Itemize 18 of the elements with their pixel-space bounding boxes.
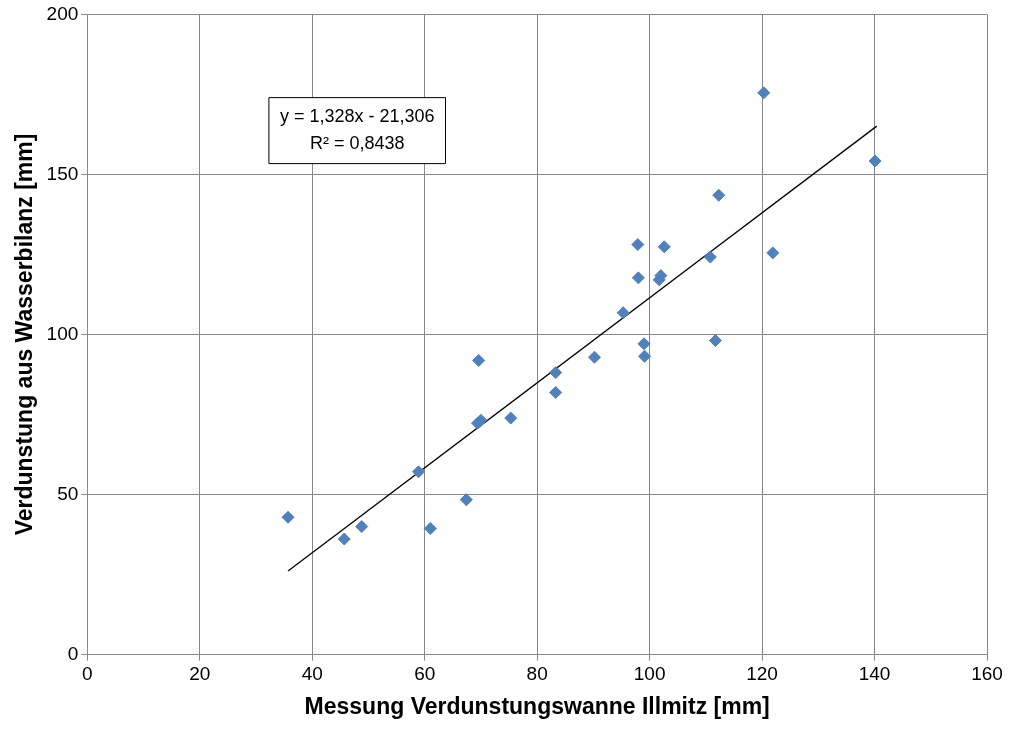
x-tick-label: 140 [858,663,891,685]
x-tick-label: 60 [414,663,436,685]
x-tick-label: 0 [82,663,93,685]
x-tick-label: 80 [526,663,548,685]
y-tick-label: 0 [67,642,79,664]
y-tick-label: 100 [46,322,79,344]
y-tick-label: 150 [46,162,79,184]
x-tick-label: 40 [301,663,323,685]
annotation: R² = 0,8438 [309,133,405,154]
annotation: y = 1,328x - 21,306 [279,106,435,127]
x-axis-title: Messung Verdunstungswanne Illmitz [mm] [304,692,770,719]
x-tick-label: 120 [746,663,778,685]
y-tick-label: 50 [57,482,79,504]
y-tick-label: 200 [46,2,79,24]
x-tick-label: 100 [633,663,666,685]
x-tick-label: 160 [971,663,1003,685]
x-tick-label: 20 [189,663,211,685]
y-axis-title: Verdunstung aus Wasserbilanz [mm] [11,133,38,536]
